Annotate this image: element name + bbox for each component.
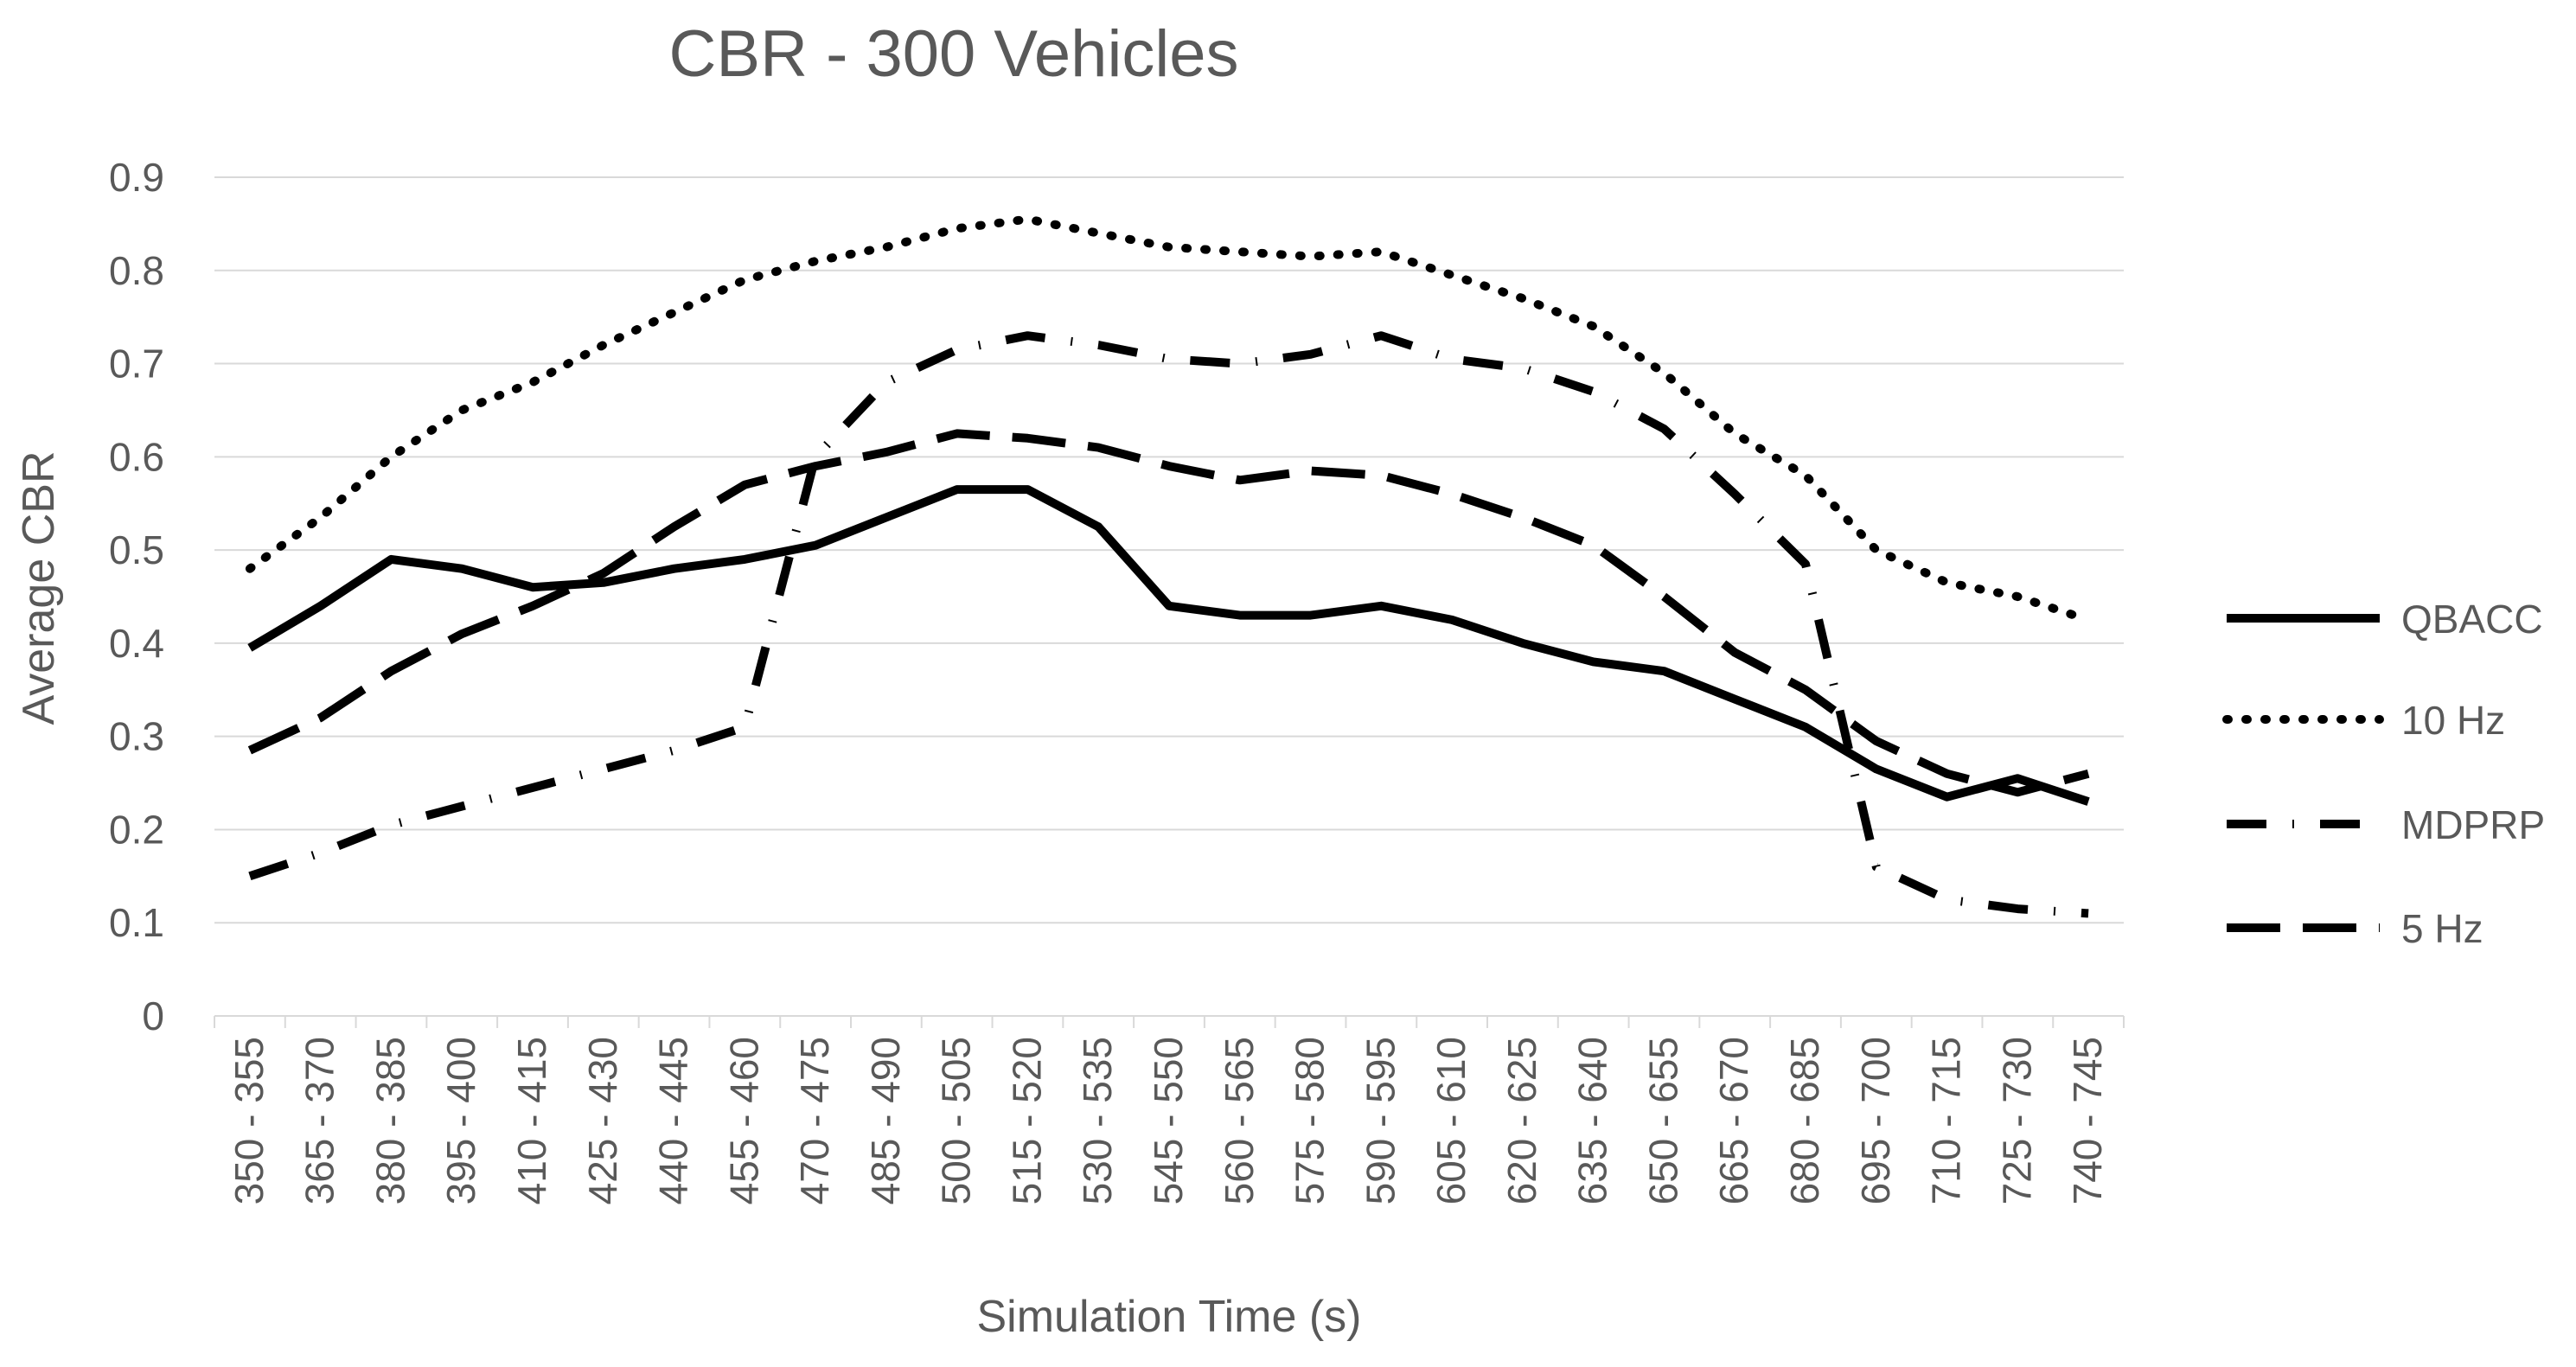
y-tick-label: 0.9	[109, 155, 164, 200]
x-tick-label: 380 - 385	[368, 1037, 412, 1204]
x-tick-label: 500 - 505	[934, 1037, 979, 1204]
x-tick-label: 650 - 655	[1640, 1037, 1685, 1204]
x-tick-label: 365 - 370	[297, 1037, 342, 1204]
y-tick-label: 0.6	[109, 434, 164, 479]
series-line-qbacc	[247, 485, 2090, 806]
x-tick-label: 605 - 610	[1429, 1037, 1473, 1204]
x-tick-label: 545 - 550	[1146, 1037, 1191, 1204]
y-tick-label: 0.1	[109, 900, 164, 945]
x-tick-label: 515 - 520	[1004, 1037, 1049, 1204]
y-tick-label: 0.2	[109, 807, 164, 852]
y-tick-label: 0	[142, 993, 164, 1038]
x-tick-label: 710 - 715	[1924, 1037, 1969, 1204]
x-tick-label: 575 - 580	[1288, 1037, 1333, 1204]
x-axis-title: Simulation Time (s)	[977, 1292, 1362, 1342]
x-tick-label: 680 - 685	[1782, 1037, 1827, 1204]
x-tick-label: 350 - 355	[227, 1037, 272, 1204]
legend-label: MDPRP	[2401, 802, 2545, 847]
series-line-mdprp	[248, 331, 2089, 918]
series-line-10-hz	[245, 214, 2093, 624]
x-tick-label: 440 - 445	[651, 1037, 696, 1204]
x-axis-ticks: 350 - 355 365 - 370 380 - 385 395 - 400 410 …	[214, 1016, 2125, 1204]
x-tick-label: 410 - 415	[509, 1037, 554, 1204]
x-tick-label: 470 - 475	[792, 1037, 837, 1204]
x-tick-label: 695 - 700	[1853, 1037, 1898, 1204]
x-tick-label: 740 - 745	[2065, 1037, 2110, 1204]
x-tick-label: 620 - 625	[1499, 1037, 1544, 1204]
x-tick-label: 485 - 490	[863, 1037, 908, 1204]
chart-title: CBR - 300 Vehicles	[669, 17, 1239, 91]
series-layer	[245, 214, 2093, 918]
y-axis-ticks: 0 0.1 0.2 0.3 0.4 0.5 0.6 0.7 0.8 0.9	[109, 155, 164, 1038]
legend-label: 10 Hz	[2401, 698, 2505, 743]
x-tick-label: 395 - 400	[438, 1037, 483, 1204]
x-tick-label: 560 - 565	[1217, 1037, 1262, 1204]
y-tick-label: 0.7	[109, 342, 164, 386]
y-tick-label: 0.4	[109, 621, 164, 666]
x-tick-label: 725 - 730	[1994, 1037, 2039, 1204]
legend-label: 5 Hz	[2401, 906, 2483, 951]
series-line-5-hz	[247, 429, 2090, 797]
x-tick-label: 590 - 595	[1358, 1037, 1403, 1204]
x-tick-label: 635 - 640	[1570, 1037, 1615, 1204]
x-tick-label: 455 - 460	[721, 1037, 766, 1204]
x-tick-label: 665 - 670	[1711, 1037, 1756, 1204]
y-axis-title: Average CBR	[14, 451, 64, 725]
y-tick-label: 0.3	[109, 714, 164, 759]
y-tick-label: 0.8	[109, 248, 164, 293]
legend-label: QBACC	[2401, 597, 2543, 642]
y-tick-label: 0.5	[109, 527, 164, 572]
x-tick-label: 530 - 535	[1075, 1037, 1120, 1204]
x-tick-label: 425 - 430	[580, 1037, 625, 1204]
legend: QBACC 10 Hz MDPRP 5 Hz	[2222, 597, 2545, 951]
gridlines	[214, 176, 2124, 1017]
